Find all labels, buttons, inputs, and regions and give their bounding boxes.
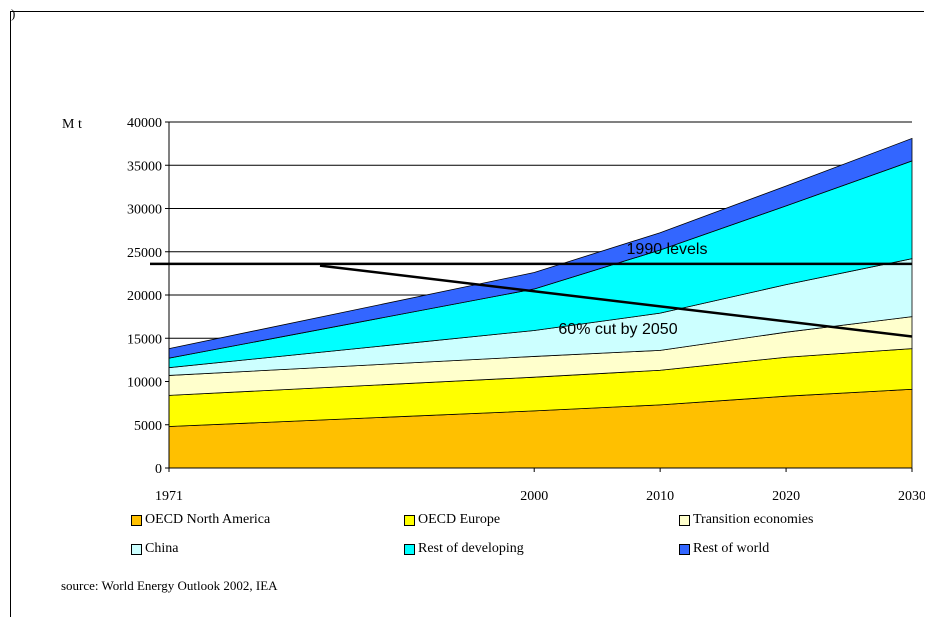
y-tick-label: 40000 [127, 116, 162, 131]
y-tick-label: 5000 [134, 419, 162, 434]
legend-item: OECD North America [131, 512, 270, 528]
y-tick-label: 30000 [127, 203, 162, 218]
x-tick-label: 1971 [155, 489, 183, 504]
reference-line [319, 264, 913, 338]
y-tick-label: 10000 [127, 376, 162, 391]
legend-swatch [679, 543, 690, 555]
y-tick-label: 25000 [127, 246, 162, 261]
chart-frame: ) [10, 6, 924, 617]
legend-swatch [404, 543, 415, 555]
x-tick-label: 2000 [520, 489, 548, 504]
legend-item: Rest of world [679, 541, 769, 557]
x-tick-label: 2020 [772, 489, 800, 504]
top-fragment-text: ) [11, 6, 16, 21]
x-tick-label: 2010 [646, 489, 674, 504]
legend-label: Rest of world [693, 541, 770, 556]
legend-swatch [131, 514, 142, 526]
legend-item: China [131, 541, 178, 557]
y-tick-label: 20000 [127, 289, 162, 304]
reference-label-cut: 60% cut by 2050 [558, 321, 677, 338]
legend-label: OECD Europe [418, 512, 501, 527]
legend-swatch [679, 514, 690, 526]
legend-swatch [404, 514, 415, 526]
legend-label: OECD North America [145, 512, 271, 527]
y-tick-label: 35000 [127, 159, 162, 174]
legend-item: Rest of developing [404, 541, 524, 557]
y-tick-label: 15000 [127, 332, 162, 347]
source-note: source: World Energy Outlook 2002, IEA [61, 578, 278, 593]
y-axis-label: M t [62, 117, 82, 132]
legend-label: Transition economies [693, 512, 814, 527]
y-tick-label: 0 [155, 462, 162, 477]
reference-label-1990: 1990 levels [627, 241, 708, 258]
x-tick-label: 2030 [898, 489, 925, 504]
legend-item: Transition economies [679, 512, 813, 528]
legend-swatch [131, 543, 142, 555]
legend-label: China [145, 541, 179, 556]
legend-item: OECD Europe [404, 512, 500, 528]
area-rest-of-world [168, 137, 913, 359]
legend-label: Rest of developing [418, 541, 524, 556]
